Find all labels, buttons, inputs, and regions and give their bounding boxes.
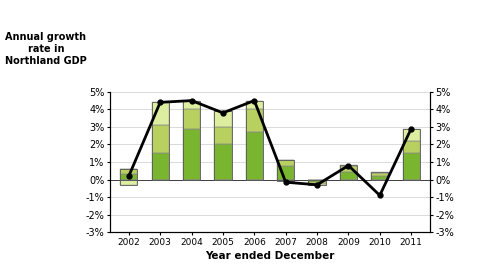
Bar: [246, 132, 263, 180]
Bar: [371, 173, 388, 176]
Bar: [152, 153, 169, 180]
Bar: [152, 125, 169, 153]
Bar: [402, 153, 420, 180]
Bar: [120, 169, 138, 174]
Bar: [402, 129, 420, 180]
Bar: [246, 100, 263, 180]
Bar: [308, 180, 326, 185]
Bar: [152, 102, 169, 125]
Bar: [183, 100, 200, 180]
Bar: [277, 180, 294, 181]
Bar: [308, 182, 326, 184]
Bar: [183, 100, 200, 109]
Bar: [308, 184, 326, 185]
Bar: [308, 180, 326, 182]
Bar: [214, 111, 232, 180]
X-axis label: Year ended December: Year ended December: [206, 251, 334, 261]
Bar: [371, 176, 388, 180]
Bar: [371, 172, 388, 180]
Bar: [120, 169, 138, 180]
Bar: [277, 180, 294, 181]
Bar: [277, 166, 294, 180]
Bar: [120, 180, 138, 185]
Bar: [402, 129, 420, 141]
Bar: [183, 129, 200, 180]
Bar: [277, 160, 294, 166]
Bar: [277, 160, 294, 180]
Bar: [120, 174, 138, 180]
Bar: [214, 127, 232, 144]
Bar: [340, 166, 357, 172]
Bar: [214, 111, 232, 127]
Bar: [246, 100, 263, 109]
Bar: [340, 165, 357, 166]
Bar: [402, 141, 420, 153]
Bar: [120, 180, 138, 185]
Bar: [214, 144, 232, 180]
Bar: [152, 102, 169, 180]
Bar: [183, 109, 200, 129]
Bar: [371, 172, 388, 173]
Bar: [246, 109, 263, 132]
Text: Annual growth
rate in
Northland GDP: Annual growth rate in Northland GDP: [5, 32, 87, 66]
Bar: [340, 172, 357, 180]
Bar: [340, 165, 357, 180]
